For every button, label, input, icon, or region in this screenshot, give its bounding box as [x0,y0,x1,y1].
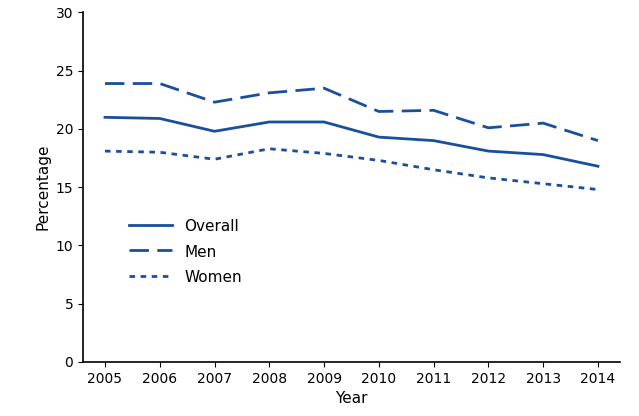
Women [375,158,383,163]
Women [430,167,438,172]
Men [594,138,602,143]
Women [594,187,602,192]
Line: Women: Women [105,149,598,190]
Women [539,181,547,186]
Women [484,176,492,181]
X-axis label: Year: Year [335,391,367,406]
Overall [265,119,273,124]
Overall [484,149,492,154]
Men [211,100,219,105]
Overall [211,129,219,134]
Men [375,109,383,114]
Overall [539,152,547,157]
Women [101,149,109,154]
Overall [594,164,602,169]
Overall [156,116,164,121]
Men [484,125,492,130]
Overall [430,138,438,143]
Women [211,157,219,162]
Men [539,121,547,126]
Line: Men: Men [105,84,598,141]
Women [320,151,328,156]
Men [156,81,164,86]
Legend: Overall, Men, Women: Overall, Men, Women [123,213,248,291]
Men [430,108,438,113]
Line: Overall: Overall [105,117,598,166]
Women [156,150,164,155]
Y-axis label: Percentage: Percentage [35,144,50,230]
Men [320,86,328,91]
Overall [375,135,383,140]
Overall [320,119,328,124]
Men [265,90,273,95]
Men [101,81,109,86]
Overall [101,115,109,120]
Women [265,146,273,151]
